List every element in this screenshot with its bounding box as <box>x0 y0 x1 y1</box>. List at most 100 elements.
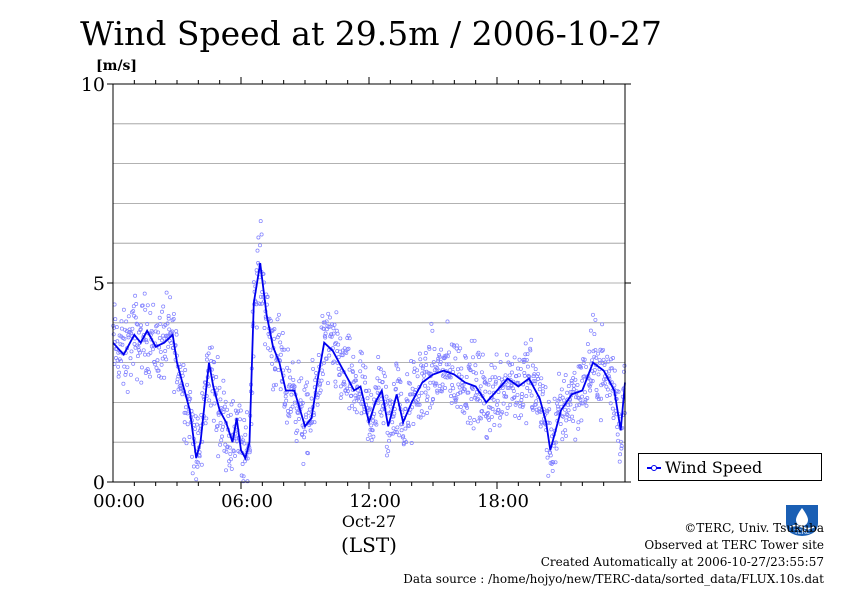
scatter-point <box>392 411 397 416</box>
scatter-point <box>359 351 364 356</box>
scatter-point <box>566 408 571 413</box>
scatter-point <box>128 356 133 361</box>
scatter-point <box>538 382 542 387</box>
scatter-point <box>492 365 497 370</box>
scatter-point <box>423 356 428 361</box>
scatter-point <box>129 331 134 336</box>
scatter-point <box>600 322 605 327</box>
scatter-point <box>426 386 431 391</box>
scatter-point <box>415 368 420 373</box>
scatter-point <box>358 369 363 374</box>
scatter-point <box>516 380 521 385</box>
scatter-point <box>353 374 358 378</box>
scatter-point <box>386 398 390 403</box>
scatter-point <box>525 386 530 390</box>
scatter-point <box>579 418 584 423</box>
scatter-point <box>467 362 472 367</box>
scatter-point <box>301 461 306 466</box>
scatter-point <box>138 350 142 355</box>
scatter-point <box>569 380 574 385</box>
scatter-point <box>331 326 336 331</box>
scatter-point <box>326 381 330 386</box>
scatter-point <box>282 347 287 352</box>
scatter-point <box>615 425 620 430</box>
scatter-point <box>292 400 297 405</box>
scatter-point <box>562 378 566 383</box>
scatter-point <box>310 419 315 424</box>
scatter-point <box>139 323 143 328</box>
scatter-point <box>590 358 594 363</box>
scatter-point <box>272 327 277 332</box>
scatter-point <box>456 349 461 354</box>
scatter-point <box>293 420 298 424</box>
scatter-point <box>340 353 345 358</box>
scatter-point <box>600 349 604 353</box>
scatter-point <box>592 354 597 359</box>
scatter-point <box>370 428 375 433</box>
scatter-point <box>612 368 617 373</box>
scatter-point <box>365 436 370 441</box>
scatter-point <box>605 387 610 392</box>
x-axis-unit-label: (LST) <box>341 533 397 557</box>
scatter-point <box>380 407 385 412</box>
scatter-point <box>601 357 606 362</box>
scatter-point <box>560 437 565 442</box>
scatter-point <box>302 387 307 392</box>
scatter-point <box>572 370 577 375</box>
scatter-point <box>565 390 570 395</box>
scatter-point <box>596 372 601 377</box>
scatter-point <box>155 323 160 328</box>
scatter-point <box>450 365 455 370</box>
y-tick-label-10: 10 <box>81 74 105 96</box>
scatter-point <box>578 364 583 369</box>
scatter-point <box>363 375 367 380</box>
scatter-point <box>508 402 513 407</box>
scatter-point <box>227 463 232 468</box>
scatter-point <box>217 385 222 390</box>
scatter-point <box>185 422 190 427</box>
scatter-point <box>376 355 381 359</box>
scatter-point <box>233 453 237 458</box>
scatter-point <box>579 401 584 406</box>
scatter-point <box>562 398 567 403</box>
scatter-point <box>516 366 520 371</box>
scatter-point <box>309 396 314 401</box>
scatter-point <box>379 397 384 402</box>
scatter-point <box>294 439 299 444</box>
scatter-point <box>142 291 147 296</box>
scatter-point <box>188 390 193 394</box>
scatter-point <box>335 331 340 336</box>
scatter-point <box>616 389 621 394</box>
scatter-point <box>410 386 415 391</box>
scatter-point <box>168 295 173 300</box>
scatter-point <box>374 386 379 391</box>
scatter-point <box>188 396 193 401</box>
scatter-point <box>464 375 469 379</box>
scatter-point <box>150 347 155 352</box>
scatter-point <box>157 336 162 341</box>
scatter-point <box>323 335 328 340</box>
scatter-point <box>551 460 556 465</box>
scatter-point <box>434 368 439 373</box>
scatter-point <box>268 318 273 323</box>
scatter-point <box>288 407 293 411</box>
scatter-point <box>525 352 530 357</box>
scatter-point <box>518 366 523 371</box>
scatter-point <box>476 350 481 355</box>
scatter-point <box>306 410 311 415</box>
scatter-point <box>329 332 334 337</box>
scatter-point <box>260 301 265 306</box>
scatter-point <box>600 381 605 386</box>
scatter-point <box>385 453 389 458</box>
scatter-point <box>391 382 396 386</box>
scatter-point <box>525 364 530 369</box>
scatter-point <box>337 372 342 377</box>
scatter-point <box>347 367 352 372</box>
scatter-point <box>393 387 398 392</box>
scatter-point <box>378 410 383 415</box>
scatter-point <box>468 368 473 373</box>
scatter-point <box>320 372 325 377</box>
scatter-point <box>401 434 406 439</box>
scatter-point <box>153 329 158 334</box>
scatter-point <box>464 403 469 408</box>
